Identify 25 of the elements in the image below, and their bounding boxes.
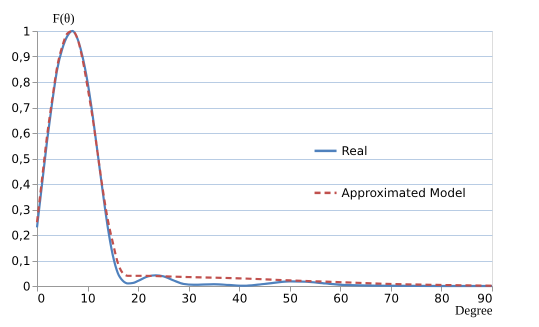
y-axis-title: F(θ) [52, 10, 75, 26]
x-tick-label: 20 [130, 292, 146, 306]
x-tick-label: 30 [182, 292, 197, 306]
x-tick-label: 50 [282, 292, 298, 306]
y-tick-label: 0,3 [11, 203, 30, 217]
legend-label: Real [342, 144, 368, 158]
x-tick-label: 80 [434, 292, 450, 306]
x-axis-title: Degree [454, 302, 493, 318]
y-tick-label: 0,6 [11, 126, 30, 140]
y-tick-label: 0,7 [11, 101, 30, 115]
x-tick-label: 60 [333, 292, 348, 306]
y-tick-label: 1 [22, 24, 30, 38]
y-tick-label: 0,5 [11, 152, 30, 166]
x-tick-label: 90 [477, 292, 492, 306]
legend-label: Approximated Model [342, 186, 466, 200]
x-tick-label: 40 [232, 292, 248, 306]
y-tick-label: 0,1 [11, 254, 30, 268]
y-tick-label: 0 [22, 280, 30, 294]
y-tick-label: 0,4 [11, 178, 30, 192]
x-tick-label: 10 [80, 292, 96, 306]
y-tick-label: 0,8 [11, 76, 30, 90]
x-tick-label: 70 [384, 292, 400, 306]
y-tick-label: 0,2 [11, 228, 30, 242]
x-tick-label: 0 [38, 292, 46, 306]
y-tick-label: 0,9 [11, 50, 30, 64]
